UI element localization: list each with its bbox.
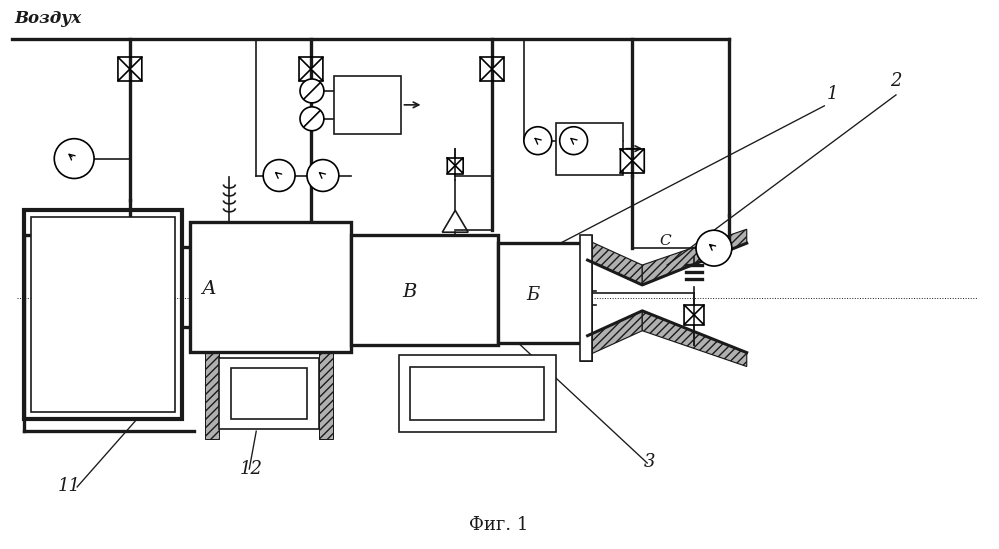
Circle shape: [307, 160, 339, 192]
Bar: [24, 210, 182, 419]
Bar: [579, 235, 591, 361]
Bar: [334, 76, 402, 134]
Polygon shape: [130, 57, 142, 81]
Text: Воздух: Воздух: [14, 10, 82, 27]
Bar: [555, 123, 623, 175]
Bar: [399, 355, 555, 432]
Circle shape: [559, 127, 587, 155]
Polygon shape: [493, 57, 503, 81]
Bar: [190, 222, 351, 351]
Polygon shape: [620, 149, 632, 172]
Polygon shape: [118, 57, 130, 81]
Polygon shape: [311, 57, 323, 81]
Polygon shape: [456, 158, 464, 173]
Text: В: В: [403, 283, 417, 301]
Polygon shape: [587, 311, 642, 356]
Polygon shape: [694, 305, 704, 325]
Circle shape: [523, 127, 551, 155]
Bar: [499, 243, 587, 343]
Bar: [220, 357, 319, 429]
Polygon shape: [481, 57, 493, 81]
Polygon shape: [448, 158, 456, 173]
Bar: [206, 348, 220, 439]
Bar: [411, 367, 543, 420]
Circle shape: [54, 139, 94, 178]
Circle shape: [696, 230, 732, 266]
Polygon shape: [684, 305, 694, 325]
Bar: [232, 367, 307, 419]
Text: С: С: [659, 234, 670, 248]
Text: 1: 1: [826, 85, 838, 103]
Polygon shape: [632, 149, 644, 172]
Circle shape: [300, 79, 324, 103]
Bar: [319, 348, 333, 439]
Circle shape: [300, 107, 324, 131]
Text: Б: Б: [525, 286, 539, 304]
Bar: [31, 217, 175, 412]
Bar: [351, 325, 499, 345]
Polygon shape: [299, 57, 311, 81]
Bar: [579, 235, 591, 361]
Bar: [499, 323, 587, 343]
Bar: [190, 330, 351, 351]
Bar: [351, 235, 499, 345]
Text: Фиг. 1: Фиг. 1: [470, 516, 528, 534]
Text: 12: 12: [240, 460, 263, 478]
Bar: [190, 222, 351, 244]
Text: 3: 3: [644, 453, 655, 471]
Circle shape: [263, 160, 295, 192]
Bar: [351, 235, 499, 255]
Text: 2: 2: [890, 72, 901, 90]
Bar: [499, 243, 587, 263]
Polygon shape: [642, 311, 746, 367]
Text: 11: 11: [57, 477, 80, 495]
Text: А: А: [202, 280, 216, 298]
Polygon shape: [587, 240, 642, 285]
Polygon shape: [642, 229, 746, 285]
